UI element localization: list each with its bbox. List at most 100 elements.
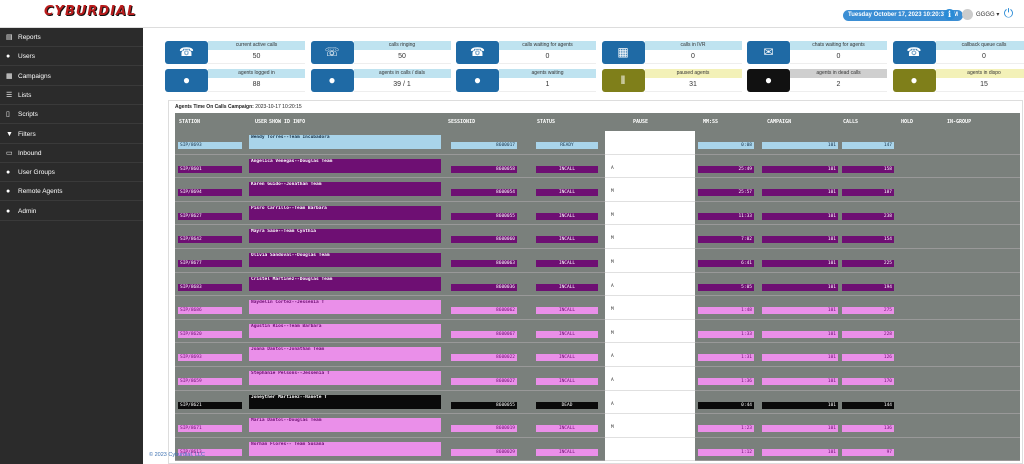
sidebar-item-admin[interactable]: ● Admin (0, 202, 143, 221)
stat-label: agents in calls / dials (353, 69, 451, 78)
row-background (605, 131, 695, 155)
table-row[interactable]: SIP/8659 Stephanie Pelsons--Jessenia T 860… (175, 367, 1020, 391)
user-cell: Wendy Torres--Team Incubadora (249, 135, 441, 149)
sidebar-item-campaigns[interactable]: ▦ Campaigns (0, 67, 143, 86)
row-background (605, 225, 695, 249)
sidebar-item-label: User Groups (18, 169, 55, 177)
user-cell: Joana Dantol--Jonathan Team (249, 347, 441, 362)
sidebar-item-scripts[interactable]: ▯ Scripts (0, 105, 143, 125)
sidebar-item-label: Lists (18, 91, 32, 99)
status-cell: INCALL (536, 212, 598, 220)
time-cell: 11:33 (698, 212, 754, 220)
sidebar-item-inbound[interactable]: ▭ Inbound (0, 144, 143, 163)
session-cell: 8600058 (451, 165, 517, 173)
script-icon: ▯ (6, 111, 10, 119)
stat-label: current active calls (208, 41, 305, 50)
stat-card-agents-in-dispo: ● agents in dispo 15 (892, 69, 1024, 92)
power-icon[interactable]: ⏻ (1003, 6, 1014, 20)
avatar[interactable] (962, 9, 973, 20)
calls-cell: 187 (842, 189, 894, 197)
column-header-calls: CALLS (843, 119, 859, 125)
app-logo[interactable]: CYBURDIAL (44, 4, 137, 19)
row-background (605, 249, 695, 273)
filter-icon: ▼ (6, 130, 13, 138)
status-cell: READY (536, 142, 598, 149)
time-cell: 6:41 (698, 260, 754, 267)
dead-calls-icon: ● (747, 69, 790, 92)
session-cell: 8600022 (451, 354, 517, 362)
sidebar-item-filters[interactable]: ▼ Filters (0, 125, 143, 144)
row-background (605, 272, 695, 297)
session-cell: 8600019 (451, 425, 517, 433)
session-cell: 8600029 (451, 448, 517, 456)
time-cell: 5:05 (698, 283, 754, 291)
table-row[interactable]: SIP/8693 Wendy Torres--Team Incubadora 860… (175, 131, 1020, 155)
sidebar-item-label: Scripts (18, 111, 38, 119)
campaign-cell: 101 (762, 307, 838, 315)
campaign-cell: 101 (762, 283, 838, 291)
sidebar-item-users[interactable]: ● Users (0, 47, 143, 67)
sidebar: ▤ Reports ● Users ▦ Campaigns ☰ Lists ▯ Scripts ▼ F… (0, 28, 143, 464)
sidebar-item-lists[interactable]: ☰ Lists (0, 86, 143, 105)
table-row[interactable]: SIP/8694 Karen Guido--Jonathan Team 860005… (175, 178, 1020, 202)
stat-label: chats waiting for agents (790, 41, 887, 50)
column-header-hold: HOLD (901, 119, 914, 125)
status-cell: INCALL (536, 165, 598, 173)
pause-code: M (611, 189, 614, 195)
time-cell: 1:31 (698, 354, 754, 362)
session-cell: 8600054 (451, 189, 517, 197)
calls-cell: 275 (842, 307, 894, 315)
user-cell: Naydelin Cortez--Jessenia T (249, 300, 441, 315)
status-cell: INCALL (536, 189, 598, 197)
row-background (605, 343, 695, 367)
ringing-icon: ☏ (310, 41, 354, 64)
remote-agent-icon: ● (6, 188, 11, 196)
row-background (605, 201, 695, 226)
sidebar-item-remote-agents[interactable]: ● Remote Agents (0, 182, 143, 202)
footer-copyright: © 2023 CyburdiaI, LLC (149, 452, 206, 458)
calls-cell: 126 (842, 354, 894, 362)
info-icon[interactable]: i (944, 9, 955, 20)
row-background (605, 367, 695, 391)
time-cell: 25:49 (698, 165, 754, 173)
session-cell: 8600055 (451, 401, 517, 409)
table-row[interactable]: SIP/8621 Joneyther Martinez--Nanete T 8600… (175, 390, 1020, 415)
stat-card-paused-agents: ‖ paused agents 31 (601, 69, 742, 92)
table-row[interactable]: SIP/8627 Pisro Carrillo--Team Barbara 8600… (175, 201, 1020, 226)
user-cell: Maria Dantol--Douglas Team (249, 418, 441, 433)
row-background (605, 178, 695, 202)
stat-label: calls ringing (353, 41, 451, 50)
row-background (605, 319, 695, 344)
table-header: STATION USER SHOW ID INFO SESSIONID STATUS PA… (175, 113, 1020, 131)
stat-card-calls-in-ivr: ▦ calls in IVR 0 (601, 41, 742, 64)
table-row[interactable]: SIP/8642 Mayra Saxe--Team Cynthia 8600060 I… (175, 225, 1020, 249)
ivr-icon: ▦ (601, 41, 645, 64)
table-row[interactable]: SIP/8601 Angelica Venegas--Douglas Team 86… (175, 154, 1020, 179)
sidebar-item-label: Filters (18, 130, 36, 138)
table-row[interactable]: SIP/8677 Olivia Sandoval--Douglas Team 860… (175, 249, 1020, 273)
waiting-calls-icon: ☎ (456, 41, 499, 64)
table-row[interactable]: SIP/8693 Joana Dantol--Jonathan Team 86000… (175, 343, 1020, 367)
agents-in-calls-icon: ● (310, 69, 354, 92)
status-cell: INCALL (536, 236, 598, 244)
stat-card-agents-in-calls-dials: ● agents in calls / dials 39 / 1 (310, 69, 451, 92)
sidebar-item-label: Campaigns (18, 72, 51, 80)
session-cell: 8600017 (451, 142, 517, 149)
table-row[interactable]: SIP/8671 Maria Dantol--Douglas Team 860001… (175, 414, 1020, 438)
table-row[interactable]: SIP/8683 Cristel Martinez--Douglas Team 86… (175, 272, 1020, 297)
status-cell: INCALL (536, 307, 598, 315)
user-cell: Cristel Martinez--Douglas Team (249, 276, 441, 291)
stat-value: 0 (790, 50, 887, 64)
pause-code: A (611, 354, 614, 360)
sidebar-item-user-groups[interactable]: ● User Groups (0, 163, 143, 183)
sidebar-item-reports[interactable]: ▤ Reports (0, 28, 143, 47)
table-row[interactable]: SIP/8613 Norhan Flores-- Team Susana 86000… (175, 437, 1020, 462)
panel-title-prefix: Agents Time On Calls Campaign: (175, 104, 254, 110)
table-row[interactable]: SIP/8686 Naydelin Cortez--Jessenia T 86000… (175, 296, 1020, 320)
table-row[interactable]: SIP/8620 Agustin Rios--Team Barbara 860006… (175, 319, 1020, 344)
stat-label: agents logged in (208, 69, 305, 78)
user-menu[interactable]: GGGG ▾ (976, 12, 1000, 18)
paused-agents-icon: ‖ (601, 69, 645, 92)
pause-code: M (611, 212, 614, 218)
user-icon: ● (6, 53, 11, 61)
